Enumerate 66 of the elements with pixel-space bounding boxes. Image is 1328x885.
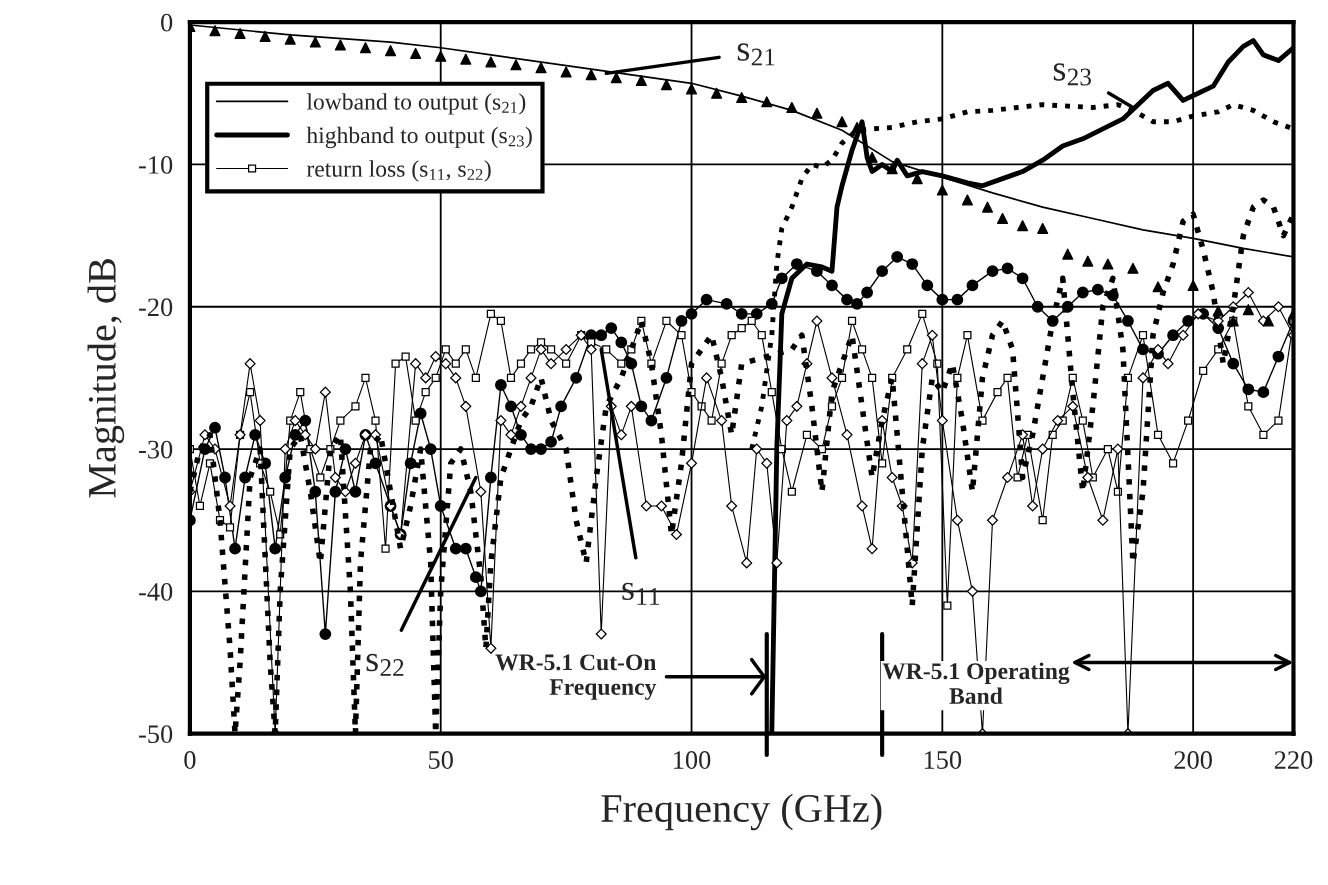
point (866, 151, 878, 163)
point (510, 59, 522, 71)
point (1212, 305, 1224, 317)
point (711, 87, 723, 99)
point (1127, 262, 1139, 274)
x-axis-title: Frequency (GHz) (601, 793, 882, 831)
point (334, 39, 346, 51)
point (610, 72, 622, 84)
point (560, 66, 572, 78)
point (460, 53, 472, 65)
point (410, 47, 422, 59)
point (1017, 220, 1029, 232)
legend-label: lowband to output (s$_{21}$) (306, 93, 526, 115)
x-tick-label: 100 (674, 751, 711, 769)
point (1262, 315, 1274, 327)
point (209, 25, 221, 37)
point (384, 45, 397, 57)
y-tick-label: -10 (139, 156, 173, 174)
point (851, 121, 863, 133)
x-tick-label: 150 (924, 751, 962, 769)
point (981, 201, 994, 213)
y-tick-label: -20 (139, 298, 173, 317)
point (1037, 222, 1049, 235)
point (761, 96, 773, 108)
point (234, 27, 246, 40)
x-tick-label: 220 (1274, 751, 1313, 769)
x-tick-label: 50 (429, 751, 453, 769)
point (535, 62, 547, 74)
point (635, 74, 647, 87)
annotation: s$_{23}$ (1053, 63, 1091, 86)
point (786, 101, 798, 114)
ref-line-label: WR-5.1 Cut-On Frequency (495, 654, 657, 700)
point (1152, 281, 1164, 293)
point (836, 116, 848, 128)
point (1082, 255, 1094, 267)
y-tick-label: 0 (161, 13, 173, 32)
point (485, 56, 497, 68)
point (259, 30, 271, 42)
y-tick-label: -40 (139, 582, 173, 601)
annotation: s$_{22}$ (366, 653, 404, 676)
point (1102, 258, 1114, 270)
point (1187, 279, 1199, 291)
x-tick-label: 0 (184, 751, 196, 769)
point (435, 50, 447, 62)
point (359, 42, 372, 54)
point (961, 194, 973, 206)
annotation: s$_{21}$ (737, 43, 775, 66)
y-tick-label: -30 (139, 440, 173, 459)
point (1242, 304, 1254, 316)
point (736, 91, 748, 104)
x-tick-label: 200 (1174, 751, 1212, 769)
point (996, 212, 1009, 225)
legend-label: highband to output (s$_{23}$) (306, 126, 532, 149)
point (284, 33, 296, 45)
point (585, 69, 597, 81)
y-tick-label: -50 (139, 725, 173, 744)
point (309, 36, 321, 48)
point (1062, 248, 1074, 260)
ref-line-label: WR-5.1 Operating Band (882, 662, 1070, 704)
legend-label: return loss (s$_{11}$, s$_{22}$) (306, 160, 491, 182)
point (886, 163, 898, 175)
point (685, 83, 698, 95)
point (811, 107, 823, 119)
point (660, 79, 673, 91)
point (936, 184, 948, 196)
y-axis-title: Magnitude, dB (87, 259, 125, 498)
